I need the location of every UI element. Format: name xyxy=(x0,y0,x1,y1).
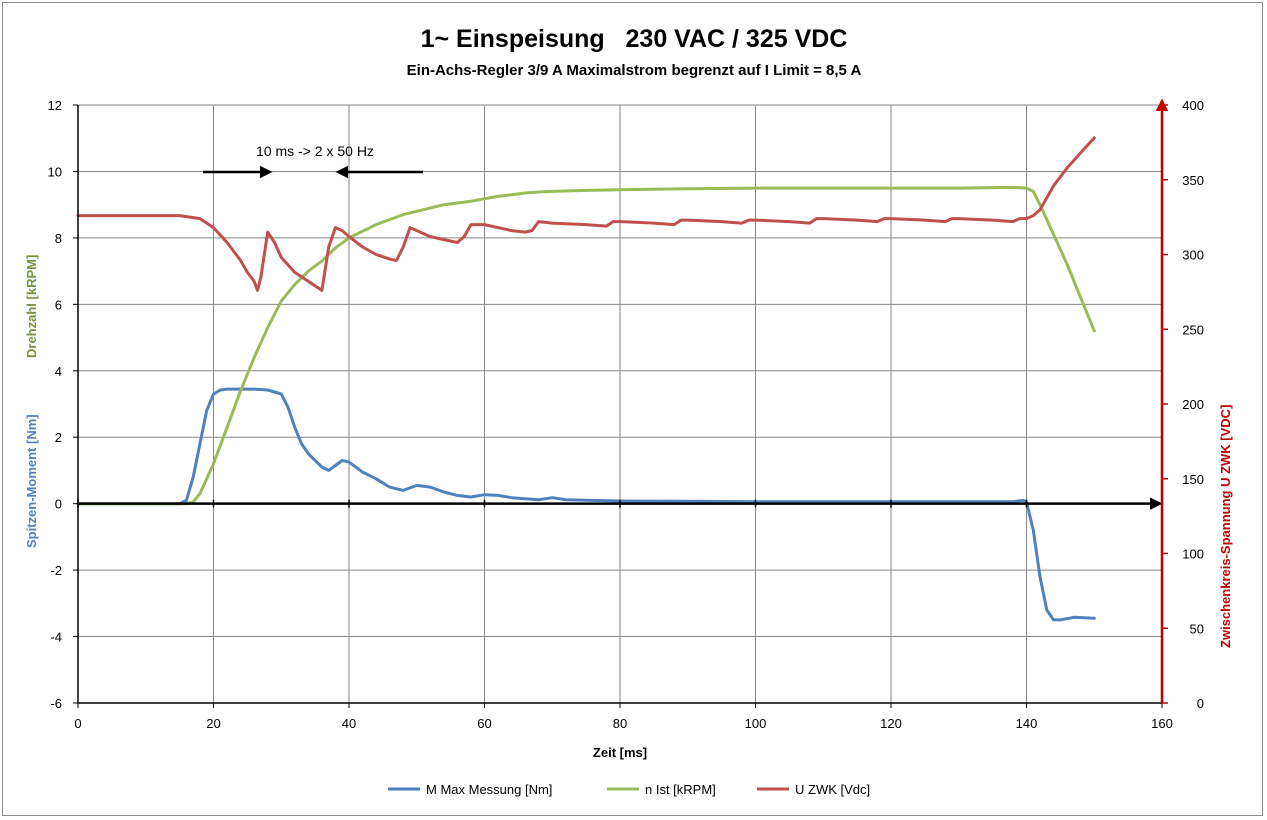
x-tick-label: 60 xyxy=(477,716,491,731)
legend-label: M Max Messung [Nm] xyxy=(426,782,552,797)
x-tick-label: 40 xyxy=(342,716,356,731)
x-tick-label: 100 xyxy=(745,716,767,731)
y-right-tick-label: 100 xyxy=(1182,547,1204,562)
y-left-label-2: Drehzahl [kRPM] xyxy=(24,255,39,358)
y-left-tick-label: 6 xyxy=(55,297,62,312)
y-right-tick-label: 0 xyxy=(1197,696,1204,711)
chart-subtitle: Ein-Achs-Regler 3/9 A Maximalstrom begre… xyxy=(407,62,862,79)
plot-lines xyxy=(76,136,1163,622)
legend-label: n Ist [kRPM] xyxy=(645,782,716,797)
x-tick-label: 160 xyxy=(1151,716,1173,731)
y-right-tick-label: 150 xyxy=(1182,472,1204,487)
y-right-tick-label: 350 xyxy=(1182,173,1204,188)
y-left-tick-label: 10 xyxy=(48,164,62,179)
y-left-tick-label: 0 xyxy=(55,497,62,512)
x-tick-label: 80 xyxy=(613,716,627,731)
y-left-tick-label: -4 xyxy=(50,630,62,645)
y-right-tick-label: 400 xyxy=(1182,98,1204,113)
y-left-tick-label: 8 xyxy=(55,231,62,246)
y-right-tick-label: 300 xyxy=(1182,248,1204,263)
legend: M Max Messung [Nm] n Ist [kRPM] U ZWK [Vdc… xyxy=(388,782,870,797)
y-left-label: Spitzen-Moment [Nm] xyxy=(24,414,39,548)
x-axis-label: Zeit [ms] xyxy=(593,745,647,760)
y-right-label: Zwischenkreis-Spannung U ZWK [VDC] xyxy=(1218,405,1233,648)
x-tick-label: 0 xyxy=(74,716,81,731)
y-right-tick-label: 250 xyxy=(1182,322,1204,337)
y-left-label-group: Spitzen-Moment [Nm] xyxy=(24,414,39,548)
legend-label: U ZWK [Vdc] xyxy=(795,782,870,797)
x-tick-label: 120 xyxy=(880,716,902,731)
y-left-tick-label: -2 xyxy=(50,563,62,578)
annotation-text: 10 ms -> 2 x 50 Hz xyxy=(256,143,374,159)
axes: 0 20 40 60 80 100 120 140 160-6-4-20246810120501… xyxy=(48,98,1204,731)
series-line xyxy=(76,136,1096,292)
y-right-label-group: Zwischenkreis-Spannung U ZWK [VDC] xyxy=(1218,405,1233,648)
x-tick-label: 140 xyxy=(1016,716,1038,731)
y-right-tick-label: 50 xyxy=(1190,621,1204,636)
y-left-tick-label: 12 xyxy=(48,98,62,113)
y-left-tick-label: 2 xyxy=(55,430,62,445)
series-line xyxy=(76,387,1096,622)
x-tick-label: 20 xyxy=(206,716,220,731)
y-right-tick-label: 200 xyxy=(1182,397,1204,412)
y-left-tick-label: 4 xyxy=(55,364,62,379)
y-left-label-2-group: Drehzahl [kRPM] xyxy=(24,255,39,358)
y-left-tick-label: -6 xyxy=(50,696,62,711)
grid xyxy=(78,104,1163,703)
annotation: 10 ms -> 2 x 50 Hz xyxy=(203,143,423,179)
chart-title: 1~ Einspeisung 230 VAC / 325 VDC xyxy=(421,25,848,53)
series-line xyxy=(76,185,1096,506)
